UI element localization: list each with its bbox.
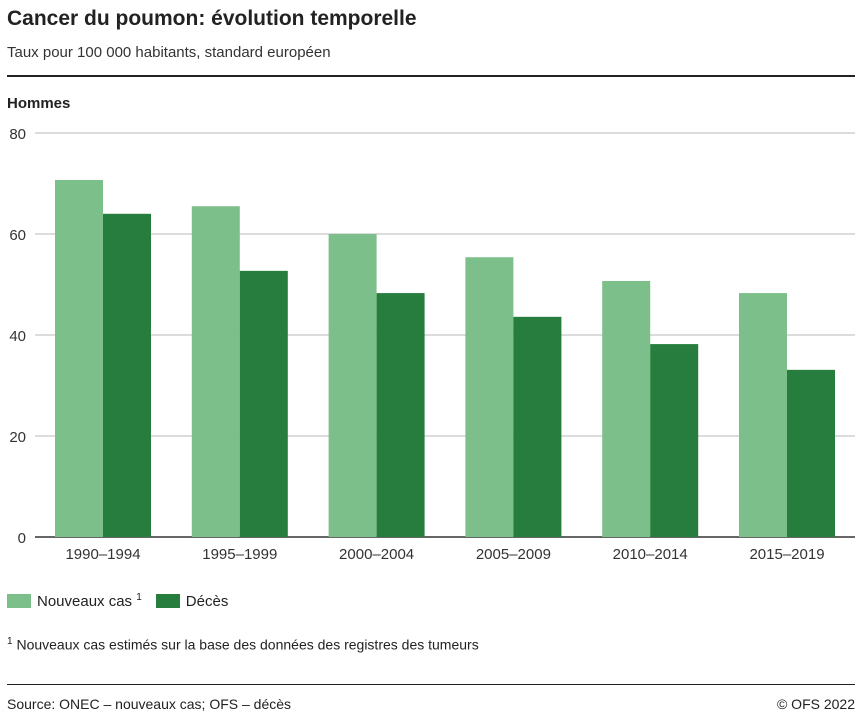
bar-nouveaux-cas xyxy=(191,206,240,537)
x-tick-label: 2015–2019 xyxy=(749,546,824,563)
y-tick-label: 40 xyxy=(9,328,26,345)
bar-deces xyxy=(513,316,562,537)
bar-nouveaux-cas xyxy=(55,179,103,537)
footnote: 1 Nouveaux cas estimés sur la base des d… xyxy=(7,636,479,653)
bottom-divider xyxy=(7,684,855,685)
copyright: © OFS 2022 xyxy=(776,696,855,712)
legend-swatch-deces xyxy=(155,594,180,608)
legend-swatch-nouveaux-cas xyxy=(7,594,31,608)
bar-deces xyxy=(239,270,288,537)
top-divider xyxy=(7,75,855,77)
y-tick-label: 20 xyxy=(9,429,26,446)
x-tick-label: 2000–2004 xyxy=(339,546,414,563)
legend-label-nouveaux-cas: Nouveaux cas 1 xyxy=(37,592,142,610)
bar-deces xyxy=(376,293,425,537)
chart-subtitle: Taux pour 100 000 habitants, standard eu… xyxy=(7,44,331,61)
source: Source: ONEC – nouveaux cas; OFS – décès xyxy=(7,696,292,712)
chart-title: Cancer du poumon: évolution temporelle xyxy=(7,7,417,30)
bar-nouveaux-cas xyxy=(465,257,514,537)
x-tick-label: 2010–2014 xyxy=(613,546,688,563)
y-tick-label: 80 xyxy=(9,126,26,143)
legend-label-deces: Décès xyxy=(185,592,229,610)
bar-deces xyxy=(103,213,151,538)
y-tick-label: 0 xyxy=(18,530,26,547)
bar-nouveaux-cas xyxy=(739,293,787,537)
panel-label: Hommes xyxy=(7,95,71,112)
x-tick-label: 2005–2009 xyxy=(476,546,551,563)
legend: Nouveaux cas 1 Décès xyxy=(7,592,228,610)
x-tick-label: 1990–1994 xyxy=(65,546,140,563)
bar-deces xyxy=(787,369,835,537)
plot-area: 0 20 40 60 80 1990–1994 1995–1999 2000–2004 2005… xyxy=(9,126,855,563)
x-tick-label: 1995–1999 xyxy=(202,546,277,563)
y-tick-label: 60 xyxy=(9,227,26,244)
bar-deces xyxy=(650,344,699,537)
bar-nouveaux-cas xyxy=(602,280,651,537)
bar-nouveaux-cas xyxy=(328,234,377,537)
